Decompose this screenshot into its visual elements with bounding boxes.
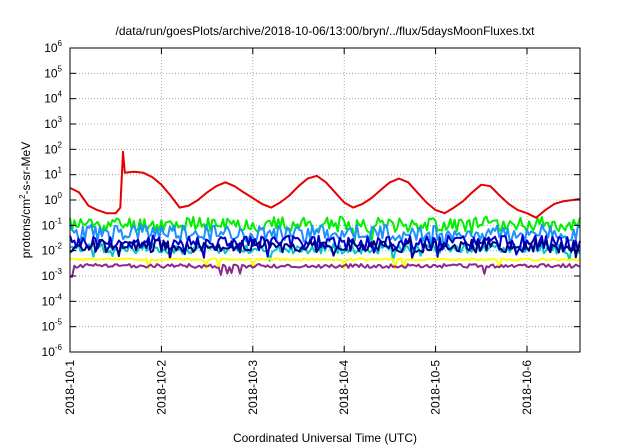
- series-line-2: [69, 242, 581, 262]
- chart-title: /data/run/goesPlots/archive/2018-10-06/1…: [116, 24, 536, 38]
- y-tick-label: 10-6: [42, 343, 63, 359]
- y-tick-label: 10-4: [42, 292, 63, 308]
- series-line-0: [69, 215, 581, 242]
- series-line-7: [69, 150, 581, 219]
- series-line-5: [69, 257, 581, 270]
- x-tick-label: 2018-10-4: [337, 360, 351, 415]
- y-tick-label: 104: [44, 90, 62, 106]
- x-tick-label: 2018-10-5: [429, 360, 443, 415]
- y-tick-label: 102: [44, 140, 62, 156]
- axis-ticks: [69, 47, 580, 353]
- y-tick-label: 10-2: [42, 242, 63, 258]
- x-tick-label: 2018-10-3: [246, 360, 260, 415]
- y-tick-label: 10-3: [42, 267, 63, 283]
- y-tick-label: 103: [44, 115, 62, 131]
- y-tick-label: 10-1: [42, 216, 63, 232]
- y-tick-label: 106: [44, 39, 62, 55]
- x-tick-labels: 2018-10-1 2018-10-2 2018-10-3 2018-10-4 2018…: [63, 360, 534, 415]
- y-tick-labels: 10-6 10-5 10-4 10-3 10-2 10-1 100 101 102 103 104 1…: [42, 39, 63, 359]
- y-tick-label: 101: [44, 166, 62, 182]
- x-tick-label: 2018-10-6: [520, 360, 534, 415]
- series-lines: [69, 150, 581, 278]
- series-line-1: [69, 223, 581, 250]
- series-line-4: [69, 238, 581, 260]
- x-tick-label: 2018-10-1: [63, 360, 77, 415]
- x-axis-label: Coordinated Universal Time (UTC): [233, 431, 417, 445]
- y-tick-label: 100: [44, 191, 62, 207]
- x-tick-label: 2018-10-2: [154, 360, 168, 415]
- y-tick-label: 10-5: [42, 318, 63, 334]
- series-line-6: [69, 262, 581, 278]
- y-tick-label: 105: [44, 64, 62, 80]
- y-axis-label: protons/cm2-s-sr-MeV: [18, 142, 33, 258]
